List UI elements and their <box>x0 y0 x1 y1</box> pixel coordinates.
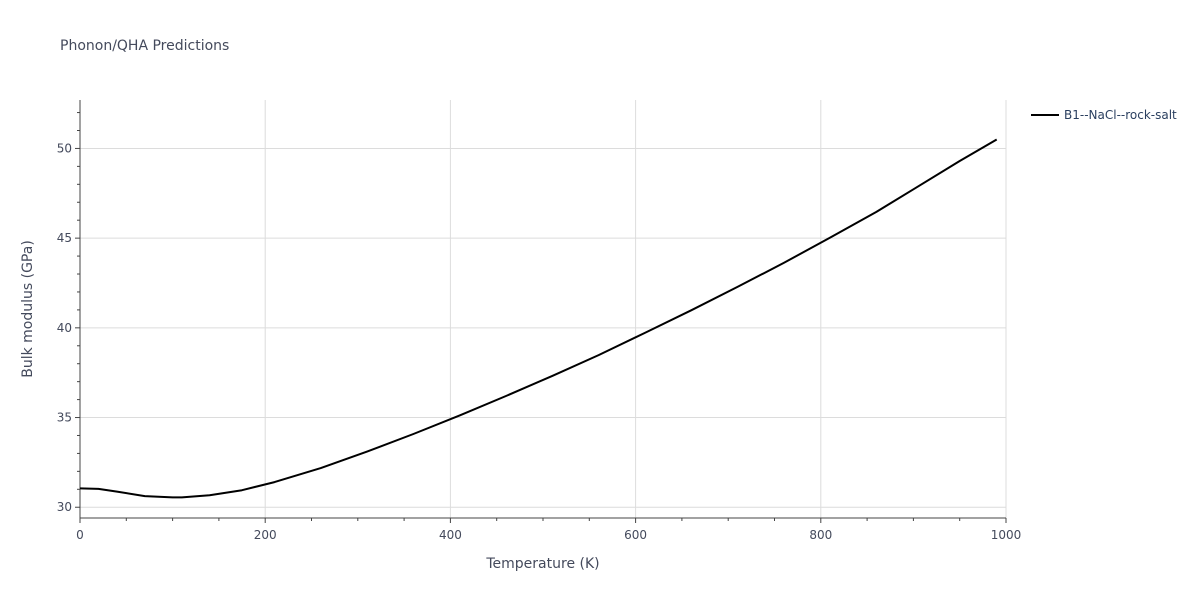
grid <box>80 100 1007 518</box>
y-tick-label: 30 <box>57 500 72 514</box>
series-line-B1--NaCl--rock-salt <box>79 138 998 499</box>
axes <box>75 100 1007 523</box>
y-tick-label: 45 <box>57 231 72 245</box>
x-tick-label: 400 <box>439 528 462 542</box>
legend[interactable]: B1--NaCl--rock-salt <box>1031 108 1177 122</box>
x-tick-label: 1000 <box>991 528 1022 542</box>
x-tick-label: 600 <box>624 528 647 542</box>
legend-label: B1--NaCl--rock-salt <box>1064 108 1177 122</box>
x-tick-label: 200 <box>254 528 277 542</box>
y-tick-label: 35 <box>57 411 72 425</box>
x-tick-label: 0 <box>76 528 84 542</box>
y-tick-label: 40 <box>57 321 72 335</box>
x-ticks: 0 200 400 600 800 1000 <box>76 528 1021 542</box>
series-layer <box>79 138 998 499</box>
x-axis-title: Temperature (K) <box>485 556 599 572</box>
y-ticks: 30 35 40 45 50 <box>57 141 72 514</box>
y-tick-label: 50 <box>57 141 72 155</box>
x-tick-label: 800 <box>809 528 832 542</box>
y-axis-title: Bulk modulus (GPa) <box>20 240 36 378</box>
chart-title: Phonon/QHA Predictions <box>60 38 229 54</box>
